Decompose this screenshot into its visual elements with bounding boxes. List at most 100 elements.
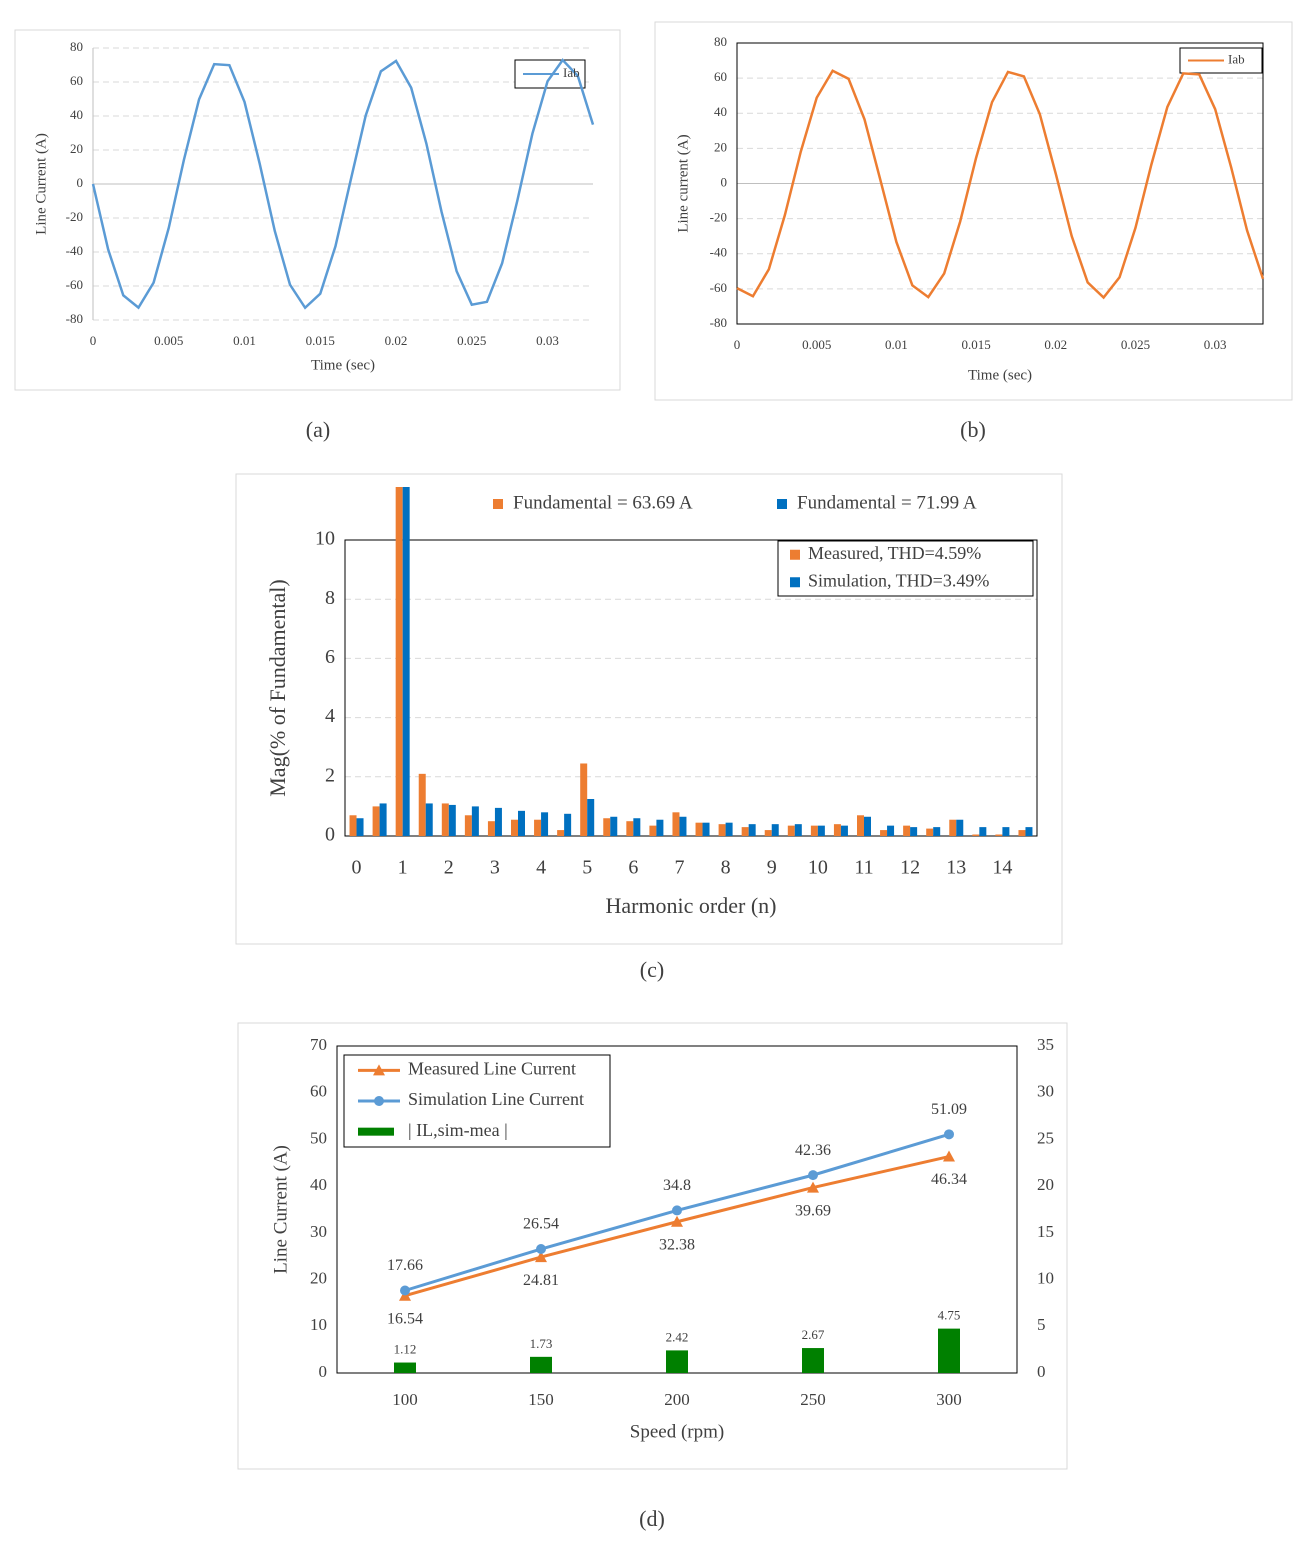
legend-swatch (790, 577, 800, 588)
data-label: 51.09 (931, 1101, 967, 1118)
x-tick-label: 9 (767, 857, 777, 879)
y-tick-label: 60 (310, 1082, 327, 1101)
bar (603, 818, 611, 836)
y2-tick-label: 15 (1037, 1222, 1054, 1241)
x-tick-label: 0 (90, 333, 97, 348)
bar (471, 806, 479, 836)
bar (394, 1362, 416, 1373)
y-tick-label: -60 (710, 280, 727, 295)
marker (374, 1096, 384, 1106)
legend-label: Iab (1228, 51, 1245, 66)
y-tick-label: 80 (714, 34, 727, 49)
chart: (a) -80 -60 -40 -20 0 20 40 60 80 Line Current (A)… (14, 29, 621, 442)
y2-tick-label: 0 (1037, 1362, 1046, 1381)
plot-area (736, 42, 1264, 325)
y-tick-label: 10 (315, 528, 335, 550)
y-tick-label: -20 (710, 210, 727, 225)
y-tick-label: 60 (70, 73, 83, 88)
y-tick-label: -40 (710, 245, 727, 260)
bar (557, 830, 565, 836)
y-tick-label: 0 (721, 174, 728, 189)
y-tick-label: -80 (710, 315, 727, 330)
x-tick-label: 0.015 (961, 337, 990, 352)
marker (536, 1244, 546, 1255)
y-tick-label: -60 (66, 277, 83, 292)
marker (807, 1181, 819, 1193)
bar (1002, 827, 1010, 836)
y-tick-label: 20 (70, 141, 83, 156)
marker (944, 1129, 954, 1140)
caption: (b) (960, 417, 986, 442)
x-tick-label: 0.03 (536, 333, 559, 348)
bar (972, 834, 980, 836)
data-label: 1.12 (394, 1342, 417, 1357)
bar (464, 815, 472, 836)
y2-tick-label: 30 (1037, 1082, 1054, 1101)
y2-tick-label: 35 (1037, 1035, 1054, 1054)
bar (441, 803, 449, 836)
x-tick-label: 4 (536, 857, 546, 879)
bar (395, 487, 403, 836)
bar (810, 825, 818, 836)
y-tick-label: 2 (325, 764, 335, 786)
bar (1025, 827, 1033, 836)
x-axis-title: Time (sec) (311, 357, 375, 373)
data-label: 46.34 (931, 1171, 967, 1188)
bar (530, 1356, 552, 1373)
bar (926, 828, 934, 836)
marker (943, 1150, 955, 1162)
x-tick-label: 13 (946, 857, 966, 879)
x-tick-label: 10 (808, 857, 828, 879)
bar (702, 822, 710, 836)
bar (833, 824, 841, 836)
bar (771, 824, 779, 836)
y-tick-label: 0 (77, 175, 84, 190)
bar (487, 821, 495, 836)
bar (518, 810, 525, 836)
line (736, 69, 1265, 300)
bar (903, 825, 911, 836)
y-tick-label: -20 (66, 209, 83, 224)
x-tick-label: 150 (528, 1390, 554, 1409)
bar (610, 816, 618, 836)
annotation-swatch (493, 499, 503, 509)
line (91, 58, 595, 310)
x-tick-label: 5 (582, 857, 592, 879)
legend-label: Iab (563, 65, 580, 80)
legend-swatch (358, 1127, 394, 1136)
caption: (a) (306, 417, 330, 442)
marker (373, 1064, 385, 1076)
data-label: 16.54 (387, 1310, 423, 1327)
bar (633, 818, 641, 836)
chart-frame (654, 21, 1293, 401)
x-axis-title: Harmonic order (n) (605, 893, 776, 918)
y-axis-title: Line current (A) (675, 134, 691, 232)
data-label: 39.69 (795, 1202, 831, 1219)
y-tick-label: 20 (714, 139, 727, 154)
bar (864, 816, 871, 836)
bar (666, 1350, 688, 1373)
bar (626, 821, 634, 836)
x-tick-label: 0.01 (233, 333, 256, 348)
bar (718, 824, 726, 836)
bar (656, 819, 664, 836)
x-tick-label: 0.005 (154, 333, 183, 348)
bar (857, 815, 864, 836)
bar (379, 803, 387, 836)
bar (672, 812, 680, 836)
marker (808, 1170, 818, 1181)
data-label: 34.8 (663, 1177, 691, 1194)
annotation-swatch (777, 499, 787, 509)
data-label: 2.67 (802, 1327, 825, 1342)
x-axis-title: Time (sec) (968, 367, 1032, 383)
y-tick-label: 10 (310, 1315, 327, 1334)
bar (840, 825, 848, 836)
bar (995, 834, 1003, 836)
bar (787, 825, 795, 836)
data-label: 42.36 (795, 1142, 831, 1159)
y2-tick-label: 25 (1037, 1128, 1054, 1147)
bar (494, 807, 502, 836)
y-tick-label: 60 (714, 69, 727, 84)
caption: (c) (640, 957, 664, 982)
